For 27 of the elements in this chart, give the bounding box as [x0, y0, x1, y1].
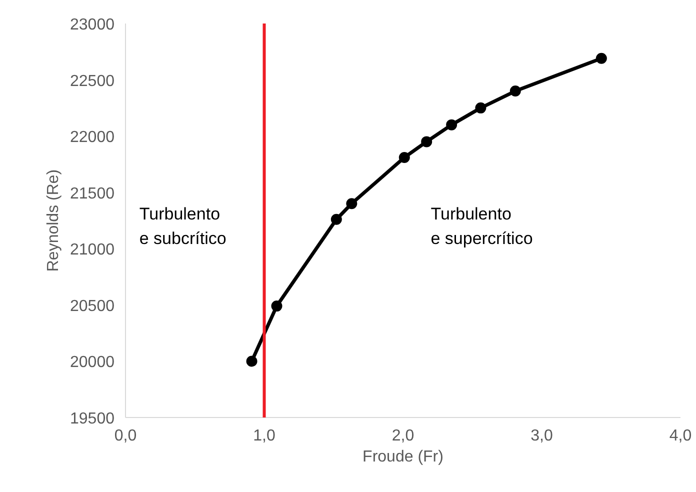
y-tick-label: 20500 — [70, 298, 115, 315]
y-tick-label: 22500 — [70, 72, 115, 90]
y-tick-label: 21500 — [70, 185, 115, 202]
x-tick-label: 2,0 — [392, 428, 414, 444]
y-tick-label: 23000 — [70, 16, 115, 34]
point — [475, 102, 486, 114]
y-tick-label: 22000 — [70, 129, 115, 146]
point — [271, 300, 282, 312]
y-tick-label: 21000 — [70, 242, 115, 259]
y-axis-title: Reynolds (Re) — [45, 169, 62, 272]
point — [330, 214, 342, 225]
x-tick-label: 4,0 — [669, 428, 692, 444]
point — [421, 136, 432, 148]
point — [398, 152, 410, 163]
y-tick-label: 19500 — [70, 410, 115, 428]
point — [346, 198, 358, 210]
x-axis-title: Froude (Fr) — [362, 448, 444, 466]
point — [596, 52, 607, 64]
x-tick-label: 0,0 — [114, 428, 137, 444]
point — [446, 119, 458, 130]
x-tick-label: 1,0 — [253, 428, 276, 444]
point — [246, 356, 258, 367]
point — [510, 86, 521, 97]
y-tick-label: 20000 — [70, 354, 115, 372]
annotation: Turbulento e subcrítico — [139, 204, 226, 248]
x-tick-label: 3,0 — [530, 428, 553, 444]
annotation: Turbulento e supercrítico — [430, 204, 533, 248]
